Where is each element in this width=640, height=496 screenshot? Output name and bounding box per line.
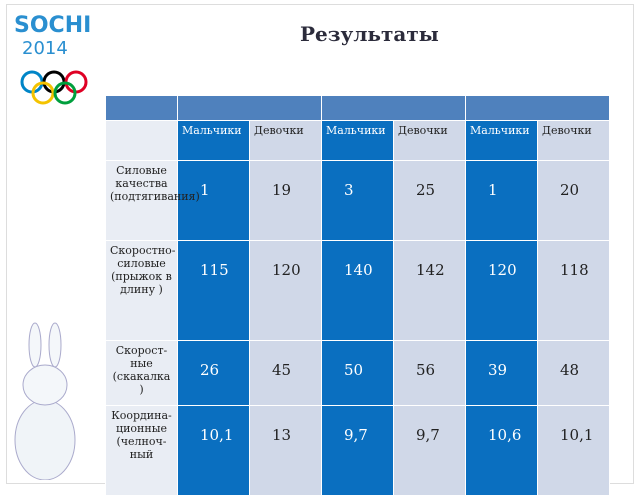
data-row: Скорост-ные (скакалка ) 26 45 50 56 39 48 <box>105 340 610 406</box>
cell-value: 25 <box>393 160 466 241</box>
subheader: Мальчики <box>321 120 394 161</box>
mascot <box>14 322 76 480</box>
cell-value: 19 <box>249 160 322 241</box>
subheader-row: Мальчики Девочки Мальчики Девочки Мальчики Де… <box>105 120 610 161</box>
group-header <box>177 95 322 121</box>
cell-value: 48 <box>537 340 610 406</box>
row-label: Координа-ционные (челноч-ный <box>105 405 178 496</box>
group-header <box>465 95 610 121</box>
data-row: Скоростно-силовые (прыжок в длину ) 115 12… <box>105 240 610 341</box>
data-row: Силовые качества (подтягивания) 1 19 3 25 1 20 <box>105 160 610 241</box>
cell-value: 20 <box>537 160 610 241</box>
cell-value: 56 <box>393 340 466 406</box>
cell-value: 9,7 <box>393 405 466 496</box>
cell-value: 118 <box>537 240 610 341</box>
cell-value: 39 <box>465 340 538 406</box>
cell-value: 10,1 <box>177 405 250 496</box>
cell-value: 10,6 <box>465 405 538 496</box>
subheader: Девочки <box>537 120 610 161</box>
slide: SOCHI 2014 Результаты Мальчики Девочки Мал… <box>6 4 634 496</box>
cell-value: 142 <box>393 240 466 341</box>
data-row: Координа-ционные (челноч-ный 10,1 13 9,7 9,7… <box>105 405 610 496</box>
row-label: Скорост-ные (скакалка ) <box>105 340 178 406</box>
corner-cell <box>105 95 178 121</box>
subheader: Девочки <box>393 120 466 161</box>
logo-year: 2014 <box>22 38 68 59</box>
cell-value: 10,1 <box>537 405 610 496</box>
cell-value: 3 <box>321 160 394 241</box>
empty-cell <box>105 120 178 161</box>
sochi-logo: SOCHI 2014 <box>14 13 91 480</box>
cell-value: 120 <box>465 240 538 341</box>
cell-value: 50 <box>321 340 394 406</box>
slide-title: Результаты <box>300 22 439 46</box>
olympic-rings <box>20 70 88 105</box>
cell-value: 26 <box>177 340 250 406</box>
subheader: Девочки <box>249 120 322 161</box>
cell-value: 45 <box>249 340 322 406</box>
cell-value: 120 <box>249 240 322 341</box>
subheader: Мальчики <box>177 120 250 161</box>
row-label: Силовые качества (подтягивания) <box>105 160 200 241</box>
group-row <box>105 95 610 121</box>
cell-value: 13 <box>249 405 322 496</box>
subheader: Мальчики <box>465 120 538 161</box>
row-label: Скоростно-силовые (прыжок в длину ) <box>105 240 178 341</box>
logo-name: SOCHI <box>14 13 91 38</box>
results-table: Мальчики Девочки Мальчики Девочки Мальчики Де… <box>105 95 610 496</box>
group-header <box>321 95 466 121</box>
cell-value: 9,7 <box>321 405 394 496</box>
cell-value: 115 <box>177 240 250 341</box>
cell-value: 1 <box>465 160 538 241</box>
cell-value: 140 <box>321 240 394 341</box>
